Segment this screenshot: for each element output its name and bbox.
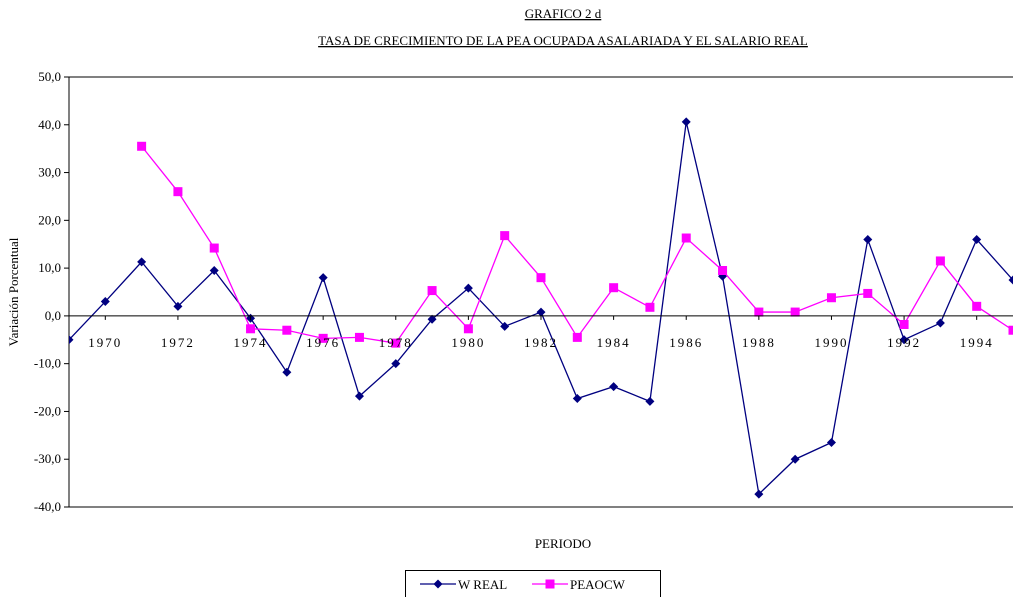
marker <box>645 396 655 406</box>
marker <box>500 321 510 331</box>
marker <box>681 233 691 243</box>
y-tick-label: 50,0 <box>38 69 61 84</box>
marker <box>972 234 982 244</box>
marker <box>173 187 183 197</box>
marker <box>209 243 219 253</box>
y-tick-label: -20,0 <box>34 403 61 418</box>
x-tick-label: 1990 <box>814 335 848 350</box>
marker <box>100 297 110 307</box>
y-tick-label: 0,0 <box>45 308 61 323</box>
marker <box>935 256 945 266</box>
marker <box>899 319 909 329</box>
marker <box>69 335 74 345</box>
legend-label: W REAL <box>458 577 507 592</box>
marker <box>826 293 836 303</box>
marker <box>137 141 147 151</box>
marker <box>463 283 473 293</box>
marker <box>754 489 764 499</box>
x-tick-label: 1988 <box>742 335 776 350</box>
marker <box>681 117 691 127</box>
x-axis-label: PERIODO <box>535 536 591 551</box>
marker <box>572 332 582 342</box>
x-tick-label: 1974 <box>234 335 268 350</box>
marker <box>935 318 945 328</box>
marker <box>863 288 873 298</box>
marker <box>790 307 800 317</box>
x-tick-label: 1976 <box>306 335 340 350</box>
y-tick-label: 20,0 <box>38 212 61 227</box>
marker <box>137 257 147 267</box>
marker <box>609 283 619 293</box>
marker <box>318 333 328 343</box>
chart-title: GRAFICO 2 d <box>525 6 602 21</box>
marker <box>645 302 655 312</box>
marker <box>282 325 292 335</box>
legend-marker <box>433 579 443 589</box>
marker <box>282 367 292 377</box>
y-tick-label: -30,0 <box>34 451 61 466</box>
marker <box>572 394 582 404</box>
x-tick-label: 1970 <box>88 335 122 350</box>
marker <box>391 338 401 348</box>
marker <box>536 273 546 283</box>
x-tick-label: 1980 <box>451 335 485 350</box>
marker <box>718 266 728 275</box>
marker <box>863 234 873 244</box>
y-tick-label: -10,0 <box>34 356 61 371</box>
marker <box>1008 325 1013 335</box>
x-tick-label: 1972 <box>161 335 195 350</box>
marker <box>318 273 328 283</box>
plot-area <box>69 117 1013 499</box>
y-axis-label: Variación Porcentual <box>6 237 21 346</box>
y-tick-label: 40,0 <box>38 117 61 132</box>
x-tick-label: 1984 <box>597 335 631 350</box>
marker <box>500 231 510 241</box>
marker <box>391 359 401 369</box>
marker <box>246 324 256 334</box>
legend-label: PEAOCW <box>570 577 626 592</box>
y-tick-label: -40,0 <box>34 499 61 514</box>
marker <box>209 266 219 275</box>
series-line <box>141 145 1013 344</box>
y-tick-label: 30,0 <box>38 165 61 180</box>
x-tick-label: 1992 <box>887 335 921 350</box>
x-tick-label: 1986 <box>669 335 703 350</box>
marker <box>754 307 764 317</box>
marker <box>790 454 800 464</box>
marker <box>899 335 909 345</box>
marker <box>173 301 183 311</box>
x-tick-label: 1978 <box>379 335 413 350</box>
y-tick-label: 10,0 <box>38 260 61 275</box>
marker <box>826 438 836 447</box>
marker <box>427 286 437 296</box>
marker <box>427 314 437 324</box>
marker <box>1008 275 1013 285</box>
x-tick-label: 1994 <box>960 335 994 350</box>
x-tick-label: 1982 <box>524 335 558 350</box>
chart-subtitle: TASA DE CRECIMIENTO DE LA PEA OCUPADA AS… <box>318 33 808 48</box>
marker <box>609 382 619 392</box>
marker <box>354 391 364 401</box>
marker <box>354 332 364 342</box>
marker <box>536 307 546 317</box>
marker <box>972 301 982 311</box>
marker <box>463 324 473 334</box>
legend-marker <box>545 579 555 589</box>
